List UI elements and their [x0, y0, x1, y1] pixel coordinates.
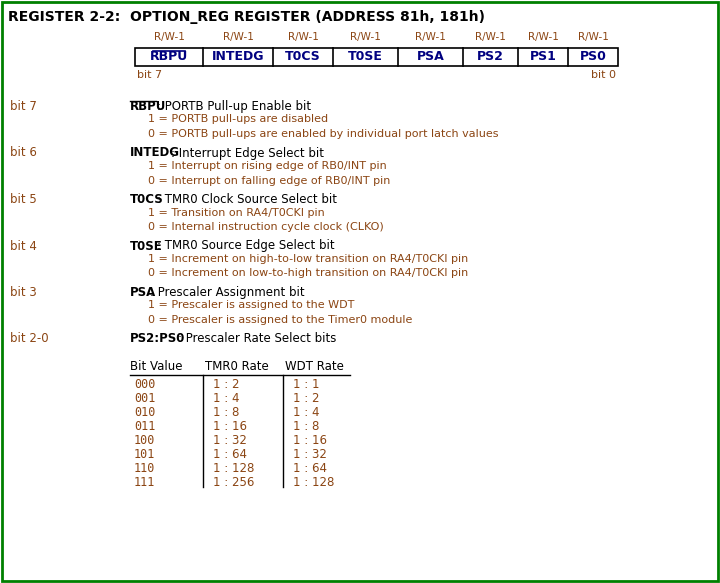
Text: 1 : 2: 1 : 2: [293, 392, 320, 405]
Text: Bit Value: Bit Value: [130, 360, 182, 373]
Text: T0CS: T0CS: [130, 193, 163, 206]
Text: 1 : 128: 1 : 128: [213, 462, 254, 475]
Text: 0 = Prescaler is assigned to the Timer0 module: 0 = Prescaler is assigned to the Timer0 …: [148, 315, 413, 325]
Text: : TMR0 Source Edge Select bit: : TMR0 Source Edge Select bit: [157, 240, 335, 252]
Text: : PORTB Pull-up Enable bit: : PORTB Pull-up Enable bit: [157, 100, 311, 113]
Text: R/W-1: R/W-1: [287, 32, 318, 42]
Text: bit 7: bit 7: [137, 70, 162, 80]
Text: bit 0: bit 0: [591, 70, 616, 80]
Text: 1 : 64: 1 : 64: [293, 462, 327, 475]
Text: T0SE: T0SE: [130, 240, 163, 252]
Text: R/W-1: R/W-1: [528, 32, 559, 42]
Text: : Interrupt Edge Select bit: : Interrupt Edge Select bit: [171, 146, 324, 160]
Text: 1 : 4: 1 : 4: [293, 406, 320, 419]
Text: 100: 100: [134, 434, 156, 447]
Text: PS2: PS2: [477, 51, 504, 64]
Text: OPTION_REG REGISTER (ADDRESS 81h, 181h): OPTION_REG REGISTER (ADDRESS 81h, 181h): [130, 10, 485, 24]
Text: 001: 001: [134, 392, 156, 405]
Text: bit 6: bit 6: [10, 146, 37, 160]
Text: 0 = PORTB pull-ups are enabled by individual port latch values: 0 = PORTB pull-ups are enabled by indivi…: [148, 129, 498, 139]
Text: 1 : 128: 1 : 128: [293, 476, 334, 489]
Text: PS1: PS1: [530, 51, 557, 64]
Text: R/W-1: R/W-1: [415, 32, 446, 42]
Text: PS0: PS0: [580, 51, 606, 64]
Text: bit 5: bit 5: [10, 193, 37, 206]
Text: bit 4: bit 4: [10, 240, 37, 252]
Text: 1 : 32: 1 : 32: [293, 448, 327, 461]
Text: 1 = Prescaler is assigned to the WDT: 1 = Prescaler is assigned to the WDT: [148, 300, 354, 311]
Text: PSA: PSA: [417, 51, 444, 64]
Text: 0 = Increment on low-to-high transition on RA4/T0CKI pin: 0 = Increment on low-to-high transition …: [148, 269, 468, 279]
Text: 1 : 32: 1 : 32: [213, 434, 247, 447]
Text: 1 : 64: 1 : 64: [213, 448, 247, 461]
Text: 000: 000: [134, 378, 156, 391]
Text: bit 2-0: bit 2-0: [10, 332, 49, 346]
Text: bit 3: bit 3: [10, 286, 37, 299]
Text: 1 = Interrupt on rising edge of RB0/INT pin: 1 = Interrupt on rising edge of RB0/INT …: [148, 161, 387, 171]
Text: T0CS: T0CS: [285, 51, 321, 64]
Text: RBPU: RBPU: [150, 51, 188, 64]
Text: INTEDG: INTEDG: [130, 146, 180, 160]
Text: 1 : 8: 1 : 8: [213, 406, 239, 419]
Text: R/W-1: R/W-1: [153, 32, 184, 42]
Text: : TMR0 Clock Source Select bit: : TMR0 Clock Source Select bit: [157, 193, 337, 206]
Text: PSA: PSA: [130, 286, 156, 299]
Text: 1 : 1: 1 : 1: [293, 378, 320, 391]
Text: RBPU: RBPU: [130, 100, 166, 113]
Text: WDT Rate: WDT Rate: [285, 360, 344, 373]
Text: R/W-1: R/W-1: [222, 32, 253, 42]
Text: 1 : 2: 1 : 2: [213, 378, 240, 391]
Text: 0 = Interrupt on falling edge of RB0/INT pin: 0 = Interrupt on falling edge of RB0/INT…: [148, 175, 390, 185]
Text: 1 : 4: 1 : 4: [213, 392, 240, 405]
Text: 1 = Transition on RA4/T0CKI pin: 1 = Transition on RA4/T0CKI pin: [148, 208, 325, 217]
Bar: [135, 48, 618, 66]
Text: T0SE: T0SE: [348, 51, 383, 64]
Text: R/W-1: R/W-1: [577, 32, 608, 42]
Text: 1 = Increment on high-to-low transition on RA4/T0CKI pin: 1 = Increment on high-to-low transition …: [148, 254, 468, 264]
Text: 110: 110: [134, 462, 156, 475]
Text: 1 : 256: 1 : 256: [213, 476, 254, 489]
Text: PS2:PS0: PS2:PS0: [130, 332, 185, 346]
Text: INTEDG: INTEDG: [212, 51, 264, 64]
Text: 1 = PORTB pull-ups are disabled: 1 = PORTB pull-ups are disabled: [148, 114, 328, 125]
Text: : Prescaler Assignment bit: : Prescaler Assignment bit: [150, 286, 305, 299]
Text: R/W-1: R/W-1: [475, 32, 506, 42]
Text: R/W-1: R/W-1: [350, 32, 381, 42]
Text: 011: 011: [134, 420, 156, 433]
Text: 1 : 16: 1 : 16: [213, 420, 247, 433]
Text: 010: 010: [134, 406, 156, 419]
Text: 1 : 16: 1 : 16: [293, 434, 327, 447]
Text: bit 7: bit 7: [10, 100, 37, 113]
Text: 0 = Internal instruction cycle clock (CLKO): 0 = Internal instruction cycle clock (CL…: [148, 222, 384, 232]
Text: REGISTER 2-2:: REGISTER 2-2:: [8, 10, 120, 24]
Text: 111: 111: [134, 476, 156, 489]
Text: 101: 101: [134, 448, 156, 461]
Text: TMR0 Rate: TMR0 Rate: [205, 360, 269, 373]
Text: : Prescaler Rate Select bits: : Prescaler Rate Select bits: [178, 332, 336, 346]
Text: 1 : 8: 1 : 8: [293, 420, 320, 433]
